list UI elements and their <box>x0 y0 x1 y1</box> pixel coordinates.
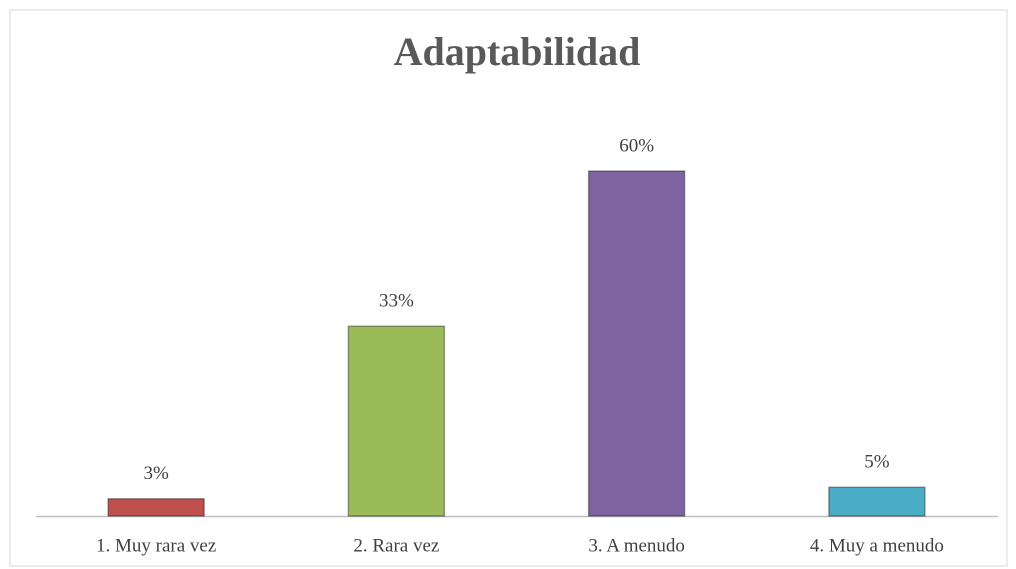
data-label: 33% <box>379 291 414 312</box>
bar <box>107 498 205 517</box>
data-label: 3% <box>143 463 169 484</box>
bar <box>347 325 446 517</box>
data-label: 60% <box>619 135 654 156</box>
bar <box>828 486 926 517</box>
data-label: 5% <box>864 452 890 473</box>
x-tick-label: 2. Rara vez <box>353 535 439 556</box>
bar <box>587 170 686 517</box>
chart-title: Adaptabilidad <box>394 29 641 74</box>
x-tick-label: 1. Muy rara vez <box>96 535 216 556</box>
x-tick-label: 3. A menudo <box>588 535 685 556</box>
x-tick-label: 4. Muy a menudo <box>810 535 944 556</box>
chart-border <box>9 9 1008 567</box>
